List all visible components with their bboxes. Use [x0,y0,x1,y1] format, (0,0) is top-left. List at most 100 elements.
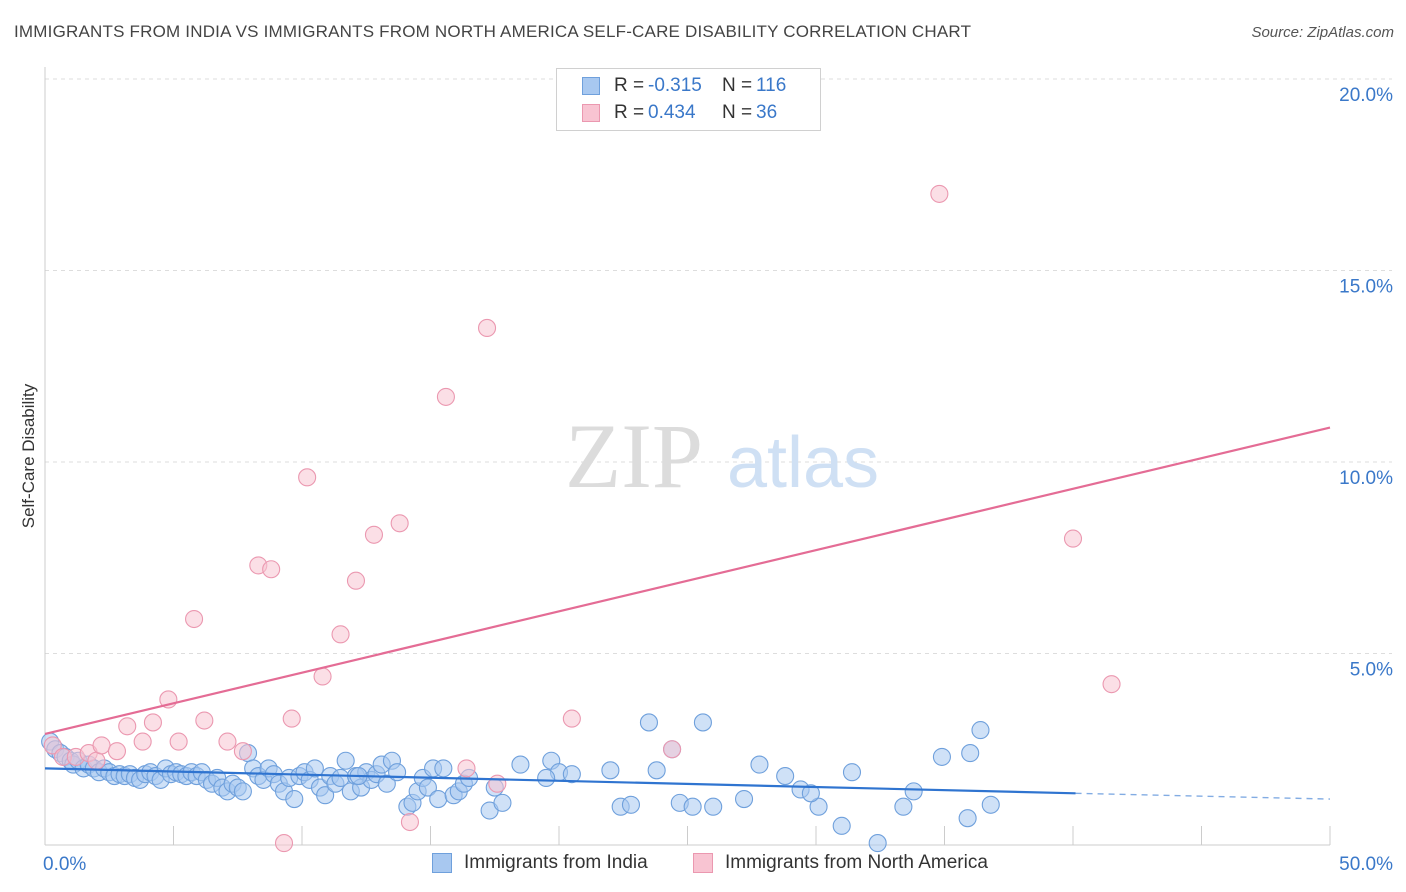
india-point [734,789,754,809]
chart-title: IMMIGRANTS FROM INDIA VS IMMIGRANTS FROM… [14,22,972,41]
north-america-point [457,759,476,778]
watermark-zip: ZIP [565,405,703,507]
legend-row-india: R = -0.315 N = 116 [582,74,786,98]
india-point [233,782,252,801]
legend-swatch-india [582,77,600,95]
north-america-point [43,736,62,755]
north-america-point [133,732,152,751]
watermark: ZIP atlas [565,405,879,507]
y-tick-label: 10.0% [1339,468,1393,489]
india-point [704,797,723,816]
north-america-point [118,717,137,736]
north-america-point [87,751,106,770]
india-point [776,767,795,786]
legend-n-value: 116 [756,75,787,96]
india-point [961,744,980,763]
india-point [434,759,453,778]
north-america-point [107,742,127,761]
north-america-point [185,609,204,629]
y-tick-label: 15.0% [1339,277,1393,298]
legend-swatch-north-america [582,104,600,122]
legend-n-label: N = [722,102,753,123]
north-america-point [195,711,214,730]
trend-layer [44,426,1331,800]
axes-layer [44,67,1331,846]
india-point [981,795,1000,814]
x-tick-label: 0.0% [43,854,86,875]
series-india-points [41,713,1000,853]
india-point [932,747,951,766]
india-point [832,816,851,835]
y-tick-label: 20.0% [1339,85,1393,106]
series-legend-india[interactable]: Immigrants from India [432,852,648,874]
series-legend-north-america[interactable]: Immigrants from North America [693,852,988,874]
india-point [842,763,862,782]
series-name-north-america: Immigrants from North America [725,852,988,873]
india-point [537,768,556,788]
series-legend: Immigrants from India Immigrants from No… [0,852,1406,876]
north-america-point [488,774,507,793]
india-point [647,761,666,780]
north-america-point [143,713,162,732]
india-point [336,751,355,770]
series-swatch-north-america [693,853,713,873]
series-name-india: Immigrants from India [464,852,648,873]
grid-layer [45,78,1392,654]
india-point [894,797,913,816]
india-point [601,761,620,780]
india-point [809,797,828,816]
north-america-point [262,560,281,579]
chart-source: Source: ZipAtlas.com [1251,24,1394,41]
india-point [971,721,990,740]
x-tick-label: 50.0% [1339,854,1393,875]
series-north-america-points [43,184,1121,853]
series-swatch-india [432,853,452,873]
north-america-point [477,318,497,338]
labels-layer: 5.0% 10.0% 15.0% 20.0% 0.0% 50.0% [43,85,1393,875]
india-point [904,782,923,801]
india-point [868,834,887,853]
legend-n-label: N = [722,75,753,96]
y-axis-label: Self-Care Disability [19,383,38,528]
north-america-point [346,571,366,590]
india-point [693,713,712,732]
north-america-point [390,514,409,533]
india-point [801,784,820,803]
north-america-point [169,732,188,751]
india-trend-extension [1075,792,1331,800]
india-point [388,763,407,782]
india-point [750,755,769,774]
north-america-point [436,387,455,406]
india-point [958,809,977,828]
north-america-point [218,732,237,751]
y-tick-label: 5.0% [1350,660,1393,681]
india-point [316,786,335,805]
correlation-legend: R = -0.315 N = 116 R = 0.434 N = 36 [556,68,821,131]
north-america-trend-line [44,426,1331,735]
india-point [639,713,659,732]
india-trend-line [44,767,1076,795]
points-layer [41,184,1121,853]
legend-r-value: -0.315 [648,75,702,96]
legend-r-label: R = [614,102,645,123]
north-america-point [663,740,682,759]
india-point [493,793,512,812]
india-point [305,759,324,778]
north-america-point [1063,529,1083,548]
north-america-point [92,736,111,755]
north-america-point [298,468,317,487]
india-point [621,795,641,814]
north-america-point [562,709,581,728]
india-point [429,789,448,809]
india-point [511,755,530,774]
north-america-point [364,525,384,544]
north-america-point [930,184,949,203]
north-america-point [282,709,301,728]
india-point [683,797,702,816]
legend-r-value: 0.434 [648,102,696,123]
north-america-point [1102,675,1121,694]
north-america-point [400,812,419,832]
india-point [562,765,581,784]
north-america-point [313,667,332,686]
